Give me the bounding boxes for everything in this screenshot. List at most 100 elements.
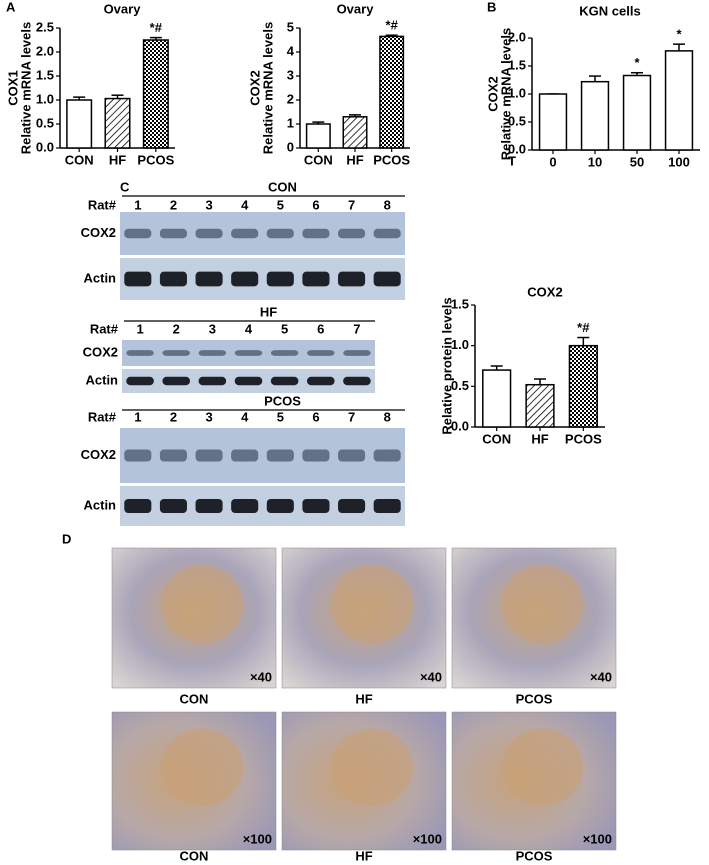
bar bbox=[622, 74, 652, 151]
y-tick-label: 0.0 bbox=[451, 418, 469, 433]
y-tick-label: 5 bbox=[287, 19, 294, 34]
blot-band bbox=[266, 271, 294, 287]
lane-label: 4 bbox=[241, 409, 249, 424]
blot-band bbox=[231, 449, 259, 462]
x-tick-label: PCOS bbox=[137, 152, 174, 167]
blot-band bbox=[270, 376, 299, 386]
blot-band bbox=[343, 376, 371, 386]
blot-band bbox=[198, 350, 227, 356]
blot-band bbox=[124, 271, 152, 287]
bar bbox=[104, 97, 131, 149]
histology-label: CON bbox=[180, 848, 209, 863]
magnification-label: ×100 bbox=[413, 831, 442, 846]
bar bbox=[66, 99, 93, 149]
lane-label: 2 bbox=[170, 409, 177, 424]
lane-label: 2 bbox=[170, 197, 177, 212]
y-axis-label: Relative mRNA levels bbox=[260, 22, 275, 154]
significance-label: * bbox=[676, 27, 682, 42]
lane-label: 7 bbox=[353, 321, 360, 336]
chart-title: KGN cells bbox=[579, 3, 640, 18]
y-axis-label: Relative mRNA levels bbox=[18, 22, 33, 154]
blot-band bbox=[231, 228, 259, 239]
follicle bbox=[161, 564, 244, 644]
lane-label: 6 bbox=[312, 197, 319, 212]
y-tick-label: 0.5 bbox=[508, 113, 526, 128]
blot-band bbox=[373, 271, 401, 287]
blot-band bbox=[266, 228, 294, 239]
y-tick-label: 1.0 bbox=[36, 91, 54, 106]
y-tick-label: 4 bbox=[287, 43, 295, 58]
y-tick-label: 1 bbox=[287, 115, 294, 130]
blot-band bbox=[124, 449, 152, 462]
histology-label: HF bbox=[355, 691, 372, 706]
histology-label: PCOS bbox=[516, 691, 553, 706]
x-tick-label: PCOS bbox=[565, 431, 602, 446]
y-tick-label: 1.0 bbox=[451, 337, 469, 352]
blot-band bbox=[266, 449, 294, 462]
lane-label: 3 bbox=[205, 409, 212, 424]
x-tick-label: 100 bbox=[668, 154, 690, 169]
x-tick-label: HF bbox=[346, 152, 363, 167]
chart-title: COX2 bbox=[527, 284, 562, 299]
blot-header: Rat# bbox=[88, 409, 117, 424]
blot-band bbox=[195, 499, 223, 513]
blot-band bbox=[307, 376, 335, 386]
blot-band bbox=[343, 350, 371, 356]
blot-band bbox=[338, 499, 366, 513]
y-tick-label: 0 bbox=[287, 139, 294, 154]
blot-band bbox=[159, 228, 187, 239]
y-axis-label: COX1 bbox=[5, 70, 20, 105]
bar bbox=[379, 35, 405, 149]
blot-band bbox=[231, 499, 259, 513]
x-tick-label: CON bbox=[65, 152, 94, 167]
y-tick-label: 2 bbox=[287, 91, 294, 106]
blot-band bbox=[302, 499, 330, 513]
y-axis-label: Relative protein levels bbox=[439, 297, 454, 434]
follicle bbox=[501, 728, 584, 806]
blot-band bbox=[373, 228, 401, 239]
blot-band bbox=[231, 271, 259, 287]
blot-band bbox=[302, 449, 330, 462]
blot-band bbox=[302, 228, 330, 239]
blot-band bbox=[195, 449, 223, 462]
blot-band bbox=[234, 376, 263, 386]
bar bbox=[305, 123, 331, 149]
y-tick-label: 2.0 bbox=[36, 43, 54, 58]
blot-band bbox=[198, 376, 227, 386]
blot-row-label: COX2 bbox=[81, 225, 116, 240]
lane-label: 7 bbox=[348, 197, 355, 212]
blot-band bbox=[338, 271, 366, 287]
blot-band bbox=[307, 350, 335, 356]
y-tick-label: 1.5 bbox=[451, 296, 469, 311]
histology-label: CON bbox=[180, 691, 209, 706]
blot-title: HF bbox=[260, 304, 277, 319]
y-tick-label: 0.0 bbox=[36, 139, 54, 154]
panel-letter: C bbox=[120, 179, 130, 194]
blot-header: Rat# bbox=[90, 321, 119, 336]
y-tick-label: 2.0 bbox=[508, 29, 526, 44]
bar bbox=[525, 383, 555, 428]
y-tick-label: 2.5 bbox=[36, 19, 54, 34]
blot-band bbox=[126, 376, 154, 386]
x-tick-label: HF bbox=[109, 152, 126, 167]
panel-letter: B bbox=[487, 0, 496, 14]
blot-band bbox=[124, 228, 152, 239]
lane-label: 5 bbox=[277, 409, 284, 424]
blot-band bbox=[159, 271, 187, 287]
chart-title: Ovary bbox=[337, 1, 375, 16]
blot-title: CON bbox=[268, 179, 297, 194]
lane-label: 3 bbox=[209, 321, 216, 336]
lane-label: 1 bbox=[136, 321, 143, 336]
follicle bbox=[331, 564, 414, 644]
y-tick-label: 0.0 bbox=[508, 141, 526, 156]
blot-band bbox=[373, 499, 401, 513]
blot-row-label: Actin bbox=[84, 497, 117, 512]
lane-label: 8 bbox=[384, 409, 391, 424]
blot-band bbox=[195, 228, 223, 239]
significance-label: *# bbox=[150, 20, 163, 35]
lane-label: 1 bbox=[134, 409, 141, 424]
bar bbox=[568, 344, 598, 428]
lane-label: 5 bbox=[277, 197, 284, 212]
lane-label: 5 bbox=[281, 321, 288, 336]
